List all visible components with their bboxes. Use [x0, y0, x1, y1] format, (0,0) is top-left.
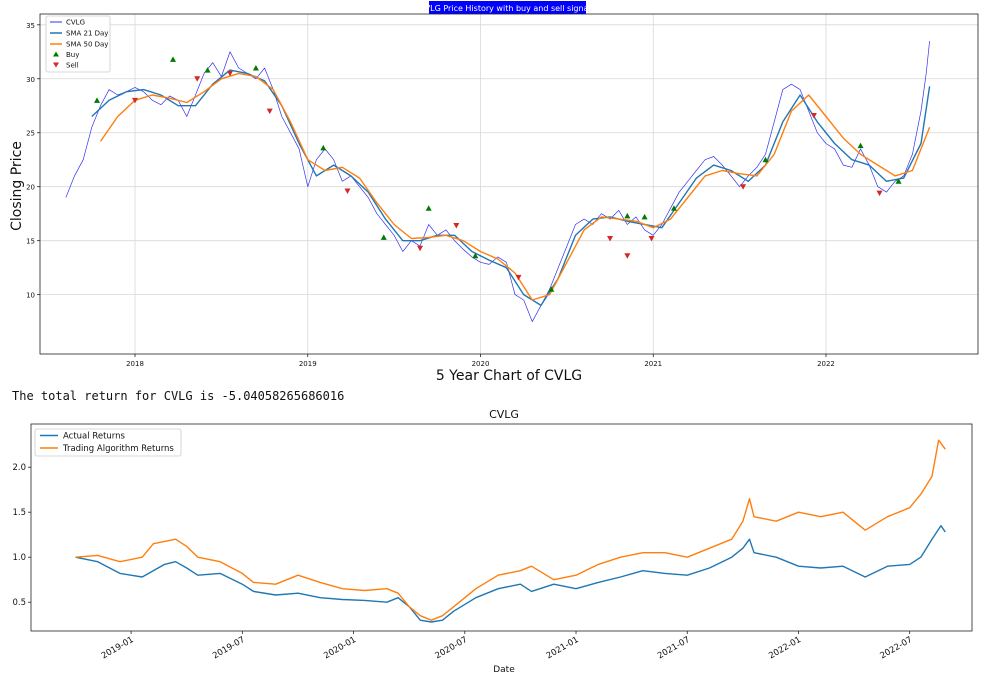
buy-signal-marker [624, 212, 631, 219]
price-legend-frame [45, 15, 111, 73]
x-tick-label: 2022-01 [767, 635, 803, 661]
series-line-algo [75, 439, 946, 621]
total-return-text: The total return for CVLG is -5.04058265… [12, 389, 345, 403]
legend-sell-marker [53, 62, 59, 68]
legend-cvlg-label: CVLG [66, 19, 85, 27]
sell-signal-marker [344, 188, 351, 195]
sell-signal-marker [624, 253, 631, 259]
returns-legend: Actual Returns Trading Algorithm Returns [34, 428, 182, 457]
sell-signal-marker [266, 108, 273, 115]
buy-signal-marker [895, 178, 902, 184]
buy-signal-marker [670, 205, 677, 211]
sell-signal-marker [194, 76, 201, 82]
buy-signal-marker [380, 234, 387, 240]
legend-algo-label: Trading Algorithm Returns [62, 444, 174, 454]
sell-signal-marker [227, 70, 234, 77]
y-tick-label: 0.5 [12, 598, 26, 608]
sell-signal-marker [132, 97, 139, 104]
sell-signal-marker [607, 236, 614, 242]
y-tick-label: 35 [26, 22, 35, 30]
x-tick-label: 2020-07 [434, 635, 470, 661]
buy-signal-marker [548, 286, 555, 292]
legend-sma21-label: SMA 21 Day [66, 30, 108, 38]
plot-frame [30, 423, 973, 632]
buy-signal-marker [762, 156, 769, 163]
series-line-sma50 [99, 72, 931, 301]
y-tick-label: 25 [26, 130, 35, 138]
y-tick-label: 10 [26, 292, 35, 300]
series-line-price [65, 40, 930, 322]
buy-signal-marker [94, 97, 101, 103]
legend-sma50-label: SMA 50 Day [66, 41, 108, 49]
buy-signal-marker [320, 144, 327, 151]
x-tick-label: 2018 [126, 360, 144, 368]
returns-legend-frame [34, 428, 182, 457]
price-legend: CVLG SMA 21 Day SMA 50 Day Buy Sell [45, 15, 111, 73]
buy-signal-marker [472, 252, 479, 259]
legend-buy-marker [53, 51, 59, 57]
sell-signal-marker [648, 236, 655, 242]
plot-frame [39, 13, 979, 355]
series-line-actual [75, 525, 946, 623]
y-tick-label: 15 [26, 238, 35, 246]
sell-signal-marker [453, 223, 460, 229]
series-line-sma21 [91, 69, 931, 307]
y-tick-label: 1.0 [12, 553, 26, 563]
returns-plot-area: 2019-01 2019-07 2020-01 2020-07 2021-01 2021-… [12, 423, 973, 661]
price-x-axis-label: 5 Year Chart of CVLG [436, 368, 582, 384]
returns-chart: CVLG 2019-01 2019-07 2020-01 2020-07 2021-01… [12, 408, 973, 675]
x-tick-label: 2019-01 [100, 635, 136, 661]
legend-actual-label: Actual Returns [63, 432, 126, 442]
x-tick-label: 2019-07 [211, 635, 247, 661]
x-tick-label: 2019 [299, 360, 317, 368]
x-tick-label: 2020-01 [322, 635, 358, 661]
buy-signal-marker [857, 142, 864, 149]
price-y-axis-label: Closing Price [9, 141, 25, 231]
buy-signal-marker [641, 213, 648, 220]
x-tick-label: 2020 [472, 360, 490, 368]
returns-x-axis-label: Date [493, 665, 515, 675]
buy-signal-marker [170, 56, 177, 62]
buy-signal-marker [425, 205, 432, 211]
sell-signal-marker [740, 184, 747, 190]
buy-signal-marker [204, 67, 211, 73]
price-chart-title: CVLG Price History with buy and sell sig… [419, 4, 595, 13]
sell-signal-marker [417, 245, 424, 252]
returns-chart-title: CVLG [489, 408, 519, 421]
sell-signal-marker [810, 112, 817, 119]
sell-signal-marker [876, 190, 883, 197]
y-tick-label: 30 [26, 76, 35, 84]
x-tick-label: 2022-07 [878, 635, 914, 661]
y-tick-label: 2.0 [12, 463, 26, 473]
buy-signal-marker [252, 64, 259, 71]
x-tick-label: 2022 [817, 360, 835, 368]
price-plot-area: 2018 2019 2020 2021 2022 10 15 20 25 30 35 [26, 13, 979, 368]
price-history-chart: CVLG Price History with buy and sell sig… [9, 1, 979, 384]
y-tick-label: 20 [26, 184, 35, 192]
x-tick-label: 2021-07 [656, 635, 692, 661]
x-tick-label: 2021 [644, 360, 662, 368]
price-chart-title-bg [429, 1, 586, 14]
x-tick-label: 2021-01 [545, 635, 581, 661]
legend-sell-label: Sell [66, 62, 79, 70]
y-tick-label: 1.5 [12, 508, 26, 518]
sell-signal-marker [515, 274, 522, 281]
legend-buy-label: Buy [66, 51, 79, 59]
